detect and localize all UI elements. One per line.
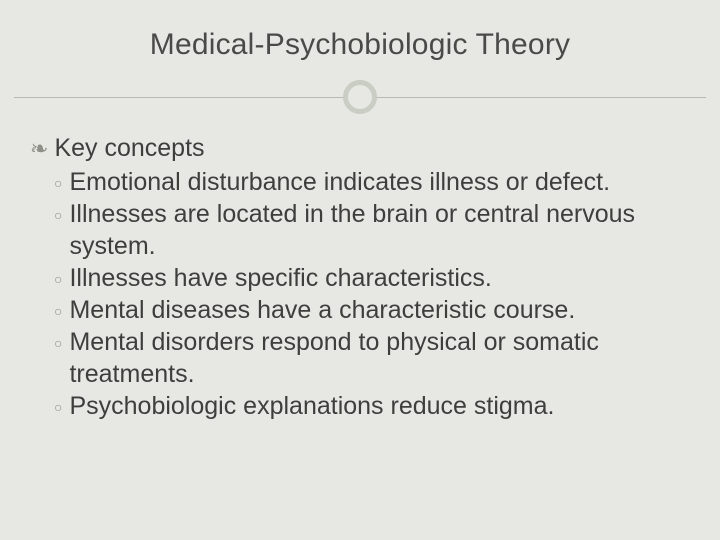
divider-circle-icon	[343, 80, 377, 114]
title-divider	[8, 78, 712, 116]
list-item: ○ Emotional disturbance indicates illnes…	[30, 166, 690, 198]
heading-item: ❧ Key concepts	[30, 132, 690, 164]
list-item-text: Emotional disturbance indicates illness …	[69, 166, 690, 198]
list-item-text: Illnesses are located in the brain or ce…	[69, 198, 690, 262]
list-item-text: Psychobiologic explanations reduce stigm…	[69, 390, 690, 422]
circle-bullet-icon: ○	[54, 175, 62, 193]
list-item: ○ Illnesses have specific characteristic…	[30, 262, 690, 294]
circle-bullet-icon: ○	[54, 207, 62, 225]
list-item-text: Mental disorders respond to physical or …	[69, 326, 690, 390]
circle-bullet-icon: ○	[54, 335, 62, 353]
list-item-text: Mental diseases have a characteristic co…	[69, 294, 690, 326]
list-item-text: Illnesses have specific characteristics.	[69, 262, 690, 294]
content-area: ❧ Key concepts ○ Emotional disturbance i…	[8, 122, 712, 422]
circle-bullet-icon: ○	[54, 271, 62, 289]
heading-text: Key concepts	[54, 132, 690, 164]
flourish-bullet-icon: ❧	[30, 135, 48, 163]
slide-title: Medical-Psychobiologic Theory	[8, 10, 712, 72]
list-item: ○ Mental diseases have a characteristic …	[30, 294, 690, 326]
circle-bullet-icon: ○	[54, 303, 62, 321]
list-item: ○ Illnesses are located in the brain or …	[30, 198, 690, 262]
slide: Medical-Psychobiologic Theory ❧ Key conc…	[0, 0, 720, 540]
list-item: ○ Psychobiologic explanations reduce sti…	[30, 390, 690, 422]
slide-inner: Medical-Psychobiologic Theory ❧ Key conc…	[8, 10, 712, 532]
list-item: ○ Mental disorders respond to physical o…	[30, 326, 690, 390]
circle-bullet-icon: ○	[54, 399, 62, 417]
